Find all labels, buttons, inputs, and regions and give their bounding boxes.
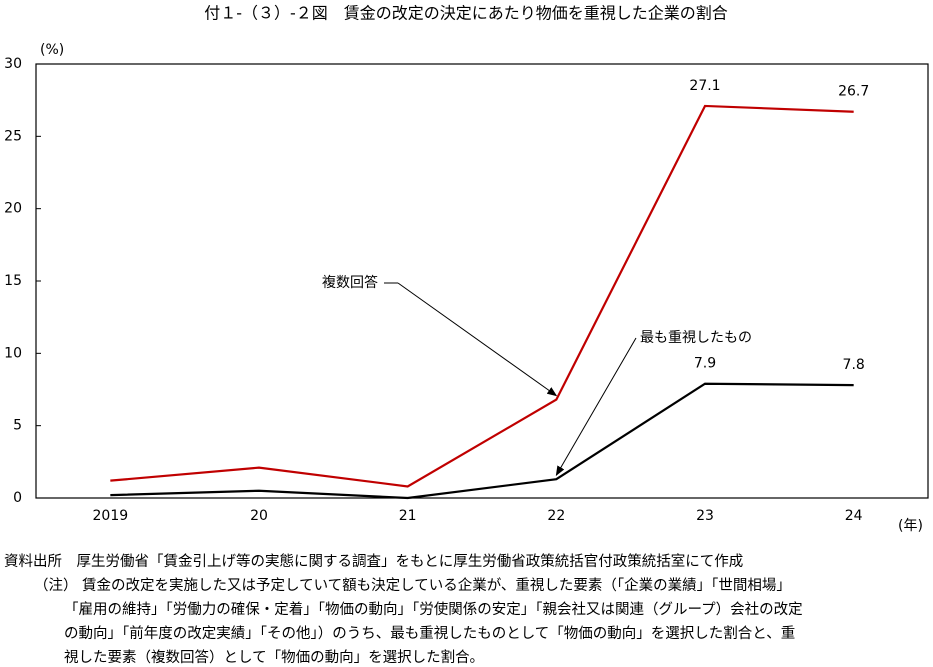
x-tick-label: 2019: [93, 508, 129, 524]
x-tick-label: 23: [696, 508, 714, 524]
note-line: の動向」「前年度の改定実績」「その他」）のうち、最も重視したものとして「物価の動…: [64, 625, 795, 642]
y-unit: (%): [40, 42, 64, 58]
value-label: 7.8: [843, 357, 865, 373]
x-tick-label: 24: [845, 508, 863, 524]
value-label: 26.7: [838, 84, 869, 100]
series-label: 最も重視したもの: [640, 330, 752, 346]
x-tick-label: 22: [547, 508, 565, 524]
value-label: 27.1: [689, 78, 720, 94]
plot-frame: [35, 63, 929, 499]
y-tick-label: 25: [4, 128, 22, 144]
note-line: 「雇用の維持」「労働力の確保・定着」「物価の動向」「労使関係の安定」「親会社又は…: [64, 601, 803, 618]
source: 資料出所 厚生労働省「賃金引上げ等の実態に関する調査」をもとに厚生労働省政策統括…: [4, 552, 743, 570]
series-line: [110, 104, 854, 488]
x-unit: (年): [898, 518, 923, 534]
y-tick-label: 20: [4, 201, 22, 217]
chart-title: 付１-（３）-２図 賃金の改定の決定にあたり物価を重視した企業の割合: [204, 4, 728, 23]
note-line: 視した要素（複数回答）として「物価の動向」を選択した割合。: [64, 649, 484, 666]
note-label: （注）: [34, 577, 78, 594]
callout-arrow: [555, 337, 637, 477]
y-tick-label: 10: [4, 345, 22, 361]
y-tick-label: 15: [4, 273, 22, 289]
series-line: [110, 382, 854, 500]
y-tick-label: 30: [4, 56, 22, 72]
callout-arrow: [397, 282, 558, 397]
y-tick-label: 5: [13, 418, 22, 434]
y-tick-label: 0: [13, 490, 22, 506]
series-label: 複数回答: [322, 274, 378, 291]
value-label: 7.9: [694, 356, 716, 372]
note-line: 賃金の改定を実施した又は予定していて額も決定している企業が、重視した要素（「企業…: [82, 576, 791, 594]
x-tick-label: 21: [399, 508, 417, 524]
x-tick-label: 20: [250, 508, 268, 524]
